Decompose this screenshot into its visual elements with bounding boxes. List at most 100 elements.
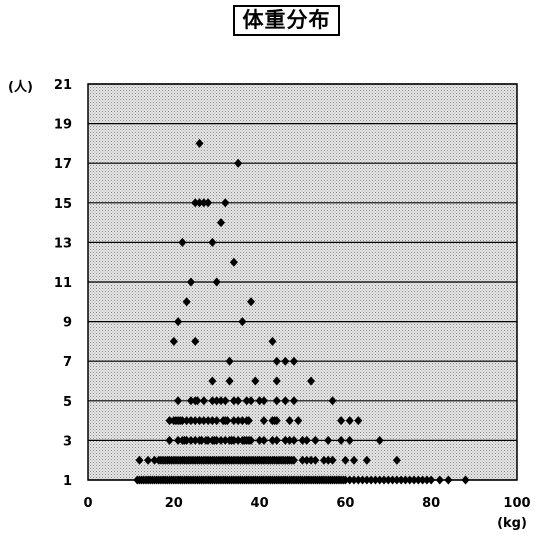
data-point: [165, 416, 174, 426]
data-point: [259, 435, 268, 445]
data-point: [281, 356, 290, 366]
data-point: [358, 475, 367, 485]
data-point: [401, 475, 410, 485]
data-point: [435, 475, 444, 485]
data-point: [221, 198, 230, 208]
data-point: [324, 435, 333, 445]
y-tick-label: 21: [54, 78, 72, 93]
data-point: [259, 396, 268, 406]
data-point: [289, 435, 298, 445]
data-point: [354, 416, 363, 426]
data-point: [388, 475, 397, 485]
data-point: [380, 475, 389, 485]
data-point: [191, 416, 200, 426]
data-point: [289, 455, 298, 465]
data-point: [251, 376, 260, 386]
data-point: [397, 475, 406, 485]
data-point: [328, 396, 337, 406]
data-point: [182, 297, 191, 307]
y-tick-label: 13: [54, 236, 72, 251]
data-point: [191, 198, 200, 208]
data-point: [199, 416, 208, 426]
data-point: [221, 435, 230, 445]
y-tick-label: 17: [54, 157, 72, 172]
data-point: [178, 237, 187, 247]
data-point: [150, 455, 159, 465]
data-point: [169, 336, 178, 346]
data-point: [319, 455, 328, 465]
data-point: [259, 416, 268, 426]
x-tick-label: 80: [422, 496, 440, 511]
y-tick-label: 15: [54, 197, 72, 212]
data-point: [302, 455, 311, 465]
data-point: [182, 435, 191, 445]
data-point: [234, 396, 243, 406]
data-point: [345, 435, 354, 445]
data-point: [165, 435, 174, 445]
data-point: [371, 475, 380, 485]
data-point: [362, 455, 371, 465]
data-point: [414, 475, 423, 485]
data-point: [294, 416, 303, 426]
data-point: [212, 277, 221, 287]
data-point: [186, 435, 195, 445]
data-point: [229, 396, 238, 406]
data-point: [174, 317, 183, 327]
data-point: [272, 416, 281, 426]
data-point: [444, 475, 453, 485]
data-point: [208, 396, 217, 406]
data-point: [422, 475, 431, 485]
data-point: [225, 356, 234, 366]
data-point: [298, 455, 307, 465]
y-tick-label: 3: [63, 434, 72, 449]
data-point: [281, 435, 290, 445]
data-point: [375, 435, 384, 445]
chart-title: 体重分布: [233, 5, 340, 36]
data-point: [324, 455, 333, 465]
data-point: [186, 416, 195, 426]
data-point: [247, 297, 256, 307]
x-tick-label: 40: [251, 496, 269, 511]
y-tick-label: 5: [63, 395, 72, 410]
data-point: [272, 376, 281, 386]
data-point: [418, 475, 427, 485]
data-point: [216, 218, 225, 228]
data-point: [392, 475, 401, 485]
data-point: [255, 396, 264, 406]
data-point: [328, 455, 337, 465]
data-point: [223, 416, 232, 426]
data-point: [144, 455, 153, 465]
data-point: [195, 416, 204, 426]
data-point: [191, 435, 200, 445]
data-point: [307, 455, 316, 465]
data-point: [272, 396, 281, 406]
data-point: [427, 475, 436, 485]
data-point: [216, 396, 225, 406]
y-tick-label: 19: [54, 118, 72, 133]
data-point: [337, 416, 346, 426]
y-tick-label: 11: [54, 276, 72, 291]
data-point: [225, 376, 234, 386]
data-point: [354, 475, 363, 485]
data-point: [199, 396, 208, 406]
data-point: [367, 475, 376, 485]
x-tick-label: 100: [503, 496, 530, 511]
data-point: [285, 416, 294, 426]
data-point: [341, 475, 350, 485]
data-point: [247, 396, 256, 406]
data-point: [229, 257, 238, 267]
data-point: [461, 475, 470, 485]
data-point: [410, 475, 419, 485]
y-tick-label: 1: [63, 474, 72, 489]
data-point: [229, 416, 238, 426]
data-points: [133, 138, 470, 485]
data-point: [204, 435, 213, 445]
data-point: [208, 416, 217, 426]
data-point: [186, 277, 195, 287]
data-point: [247, 435, 256, 445]
data-point: [238, 317, 247, 327]
data-point: [298, 435, 307, 445]
x-tick-label: 20: [165, 496, 183, 511]
data-point: [212, 396, 221, 406]
